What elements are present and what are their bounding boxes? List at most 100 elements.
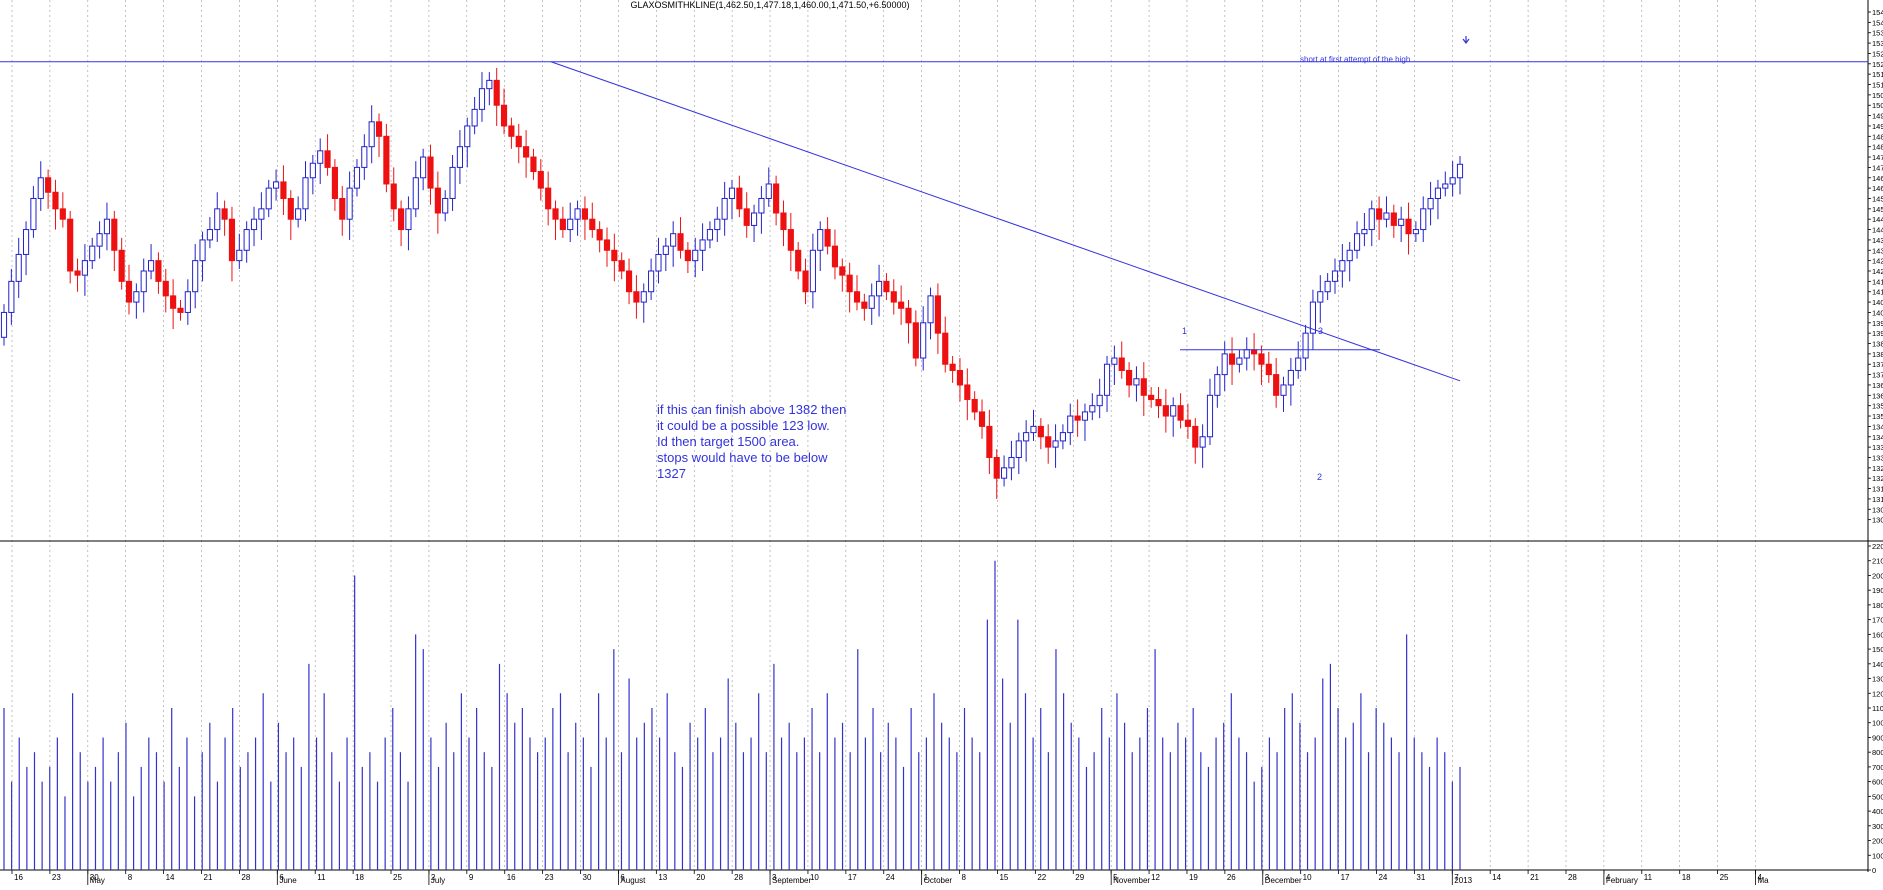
day-tick-label: 23 bbox=[52, 873, 61, 882]
candle-body bbox=[74, 270, 81, 276]
price-tick-label: 1350 bbox=[1872, 412, 1883, 421]
candle bbox=[1001, 455, 1008, 487]
candle-body bbox=[611, 249, 618, 262]
candle-body bbox=[839, 266, 846, 276]
candle bbox=[1398, 206, 1405, 242]
month-label: September bbox=[772, 876, 811, 885]
price-tick-label: 1370 bbox=[1872, 371, 1883, 380]
candle bbox=[1126, 362, 1133, 398]
candle-body bbox=[949, 363, 956, 371]
day-tick-label: 28 bbox=[241, 873, 250, 882]
candle bbox=[1192, 418, 1199, 464]
candle-body bbox=[0, 311, 8, 338]
candle bbox=[302, 161, 309, 222]
candle-body bbox=[545, 187, 552, 210]
candle-body bbox=[552, 208, 559, 220]
candle-body bbox=[898, 301, 905, 309]
volume-tick-label: 9000 bbox=[1872, 733, 1883, 742]
day-tick-label: 17 bbox=[1341, 873, 1350, 882]
candle-body bbox=[317, 150, 324, 164]
candle-body bbox=[412, 177, 419, 210]
day-tick-label: 7 bbox=[1454, 873, 1459, 882]
candle-body bbox=[206, 229, 213, 241]
candle bbox=[1302, 324, 1309, 371]
month-label: October bbox=[924, 876, 953, 885]
volume-tick-label: 16000 bbox=[1872, 630, 1883, 639]
candle bbox=[1140, 362, 1147, 417]
annotation-line: Id then target 1500 area. bbox=[657, 434, 799, 449]
candle bbox=[30, 186, 37, 238]
candle bbox=[831, 229, 839, 280]
candle bbox=[45, 169, 52, 209]
candle-body bbox=[1265, 363, 1272, 376]
candle-body bbox=[750, 212, 758, 226]
candle-body bbox=[905, 307, 912, 324]
candle bbox=[1067, 403, 1074, 446]
candle bbox=[846, 262, 853, 313]
candle-body bbox=[758, 197, 765, 214]
day-tick-label: 13 bbox=[658, 873, 667, 882]
candle-body bbox=[1199, 436, 1206, 448]
annotation-line: stops would have to be below bbox=[657, 450, 828, 465]
candle-body bbox=[1177, 405, 1184, 421]
day-tick-label: 17 bbox=[848, 873, 857, 882]
candle-body bbox=[986, 425, 993, 458]
day-tick-label: 4 bbox=[1606, 873, 1611, 882]
candle-body bbox=[824, 229, 831, 247]
candle-body bbox=[1236, 357, 1243, 365]
price-tick-label: 1380 bbox=[1872, 350, 1883, 359]
candle bbox=[81, 244, 88, 296]
price-tick-label: 1325 bbox=[1872, 464, 1883, 473]
candle-body bbox=[1368, 208, 1375, 231]
candle bbox=[464, 117, 471, 168]
volume-tick-label: 7000 bbox=[1872, 763, 1883, 772]
candle bbox=[603, 227, 611, 267]
candle bbox=[1434, 179, 1442, 220]
price-tick-label: 1300 bbox=[1872, 516, 1883, 525]
day-tick-label: 24 bbox=[886, 873, 895, 882]
candle-body bbox=[1170, 405, 1177, 417]
volume-tick-label: 1000 bbox=[1872, 851, 1883, 860]
candle-body bbox=[346, 187, 353, 220]
candle-body bbox=[250, 218, 258, 231]
price-tick-label: 1420 bbox=[1872, 267, 1883, 276]
candle-body bbox=[155, 260, 162, 282]
candle bbox=[1155, 387, 1162, 419]
candle bbox=[567, 202, 574, 242]
candle bbox=[1353, 221, 1361, 259]
candle bbox=[699, 223, 706, 271]
candle-body bbox=[875, 280, 883, 297]
candle bbox=[1206, 378, 1214, 446]
candle bbox=[728, 179, 736, 220]
candle bbox=[853, 275, 861, 311]
candle bbox=[59, 192, 66, 228]
vertical-grid bbox=[11, 0, 1756, 870]
candle bbox=[434, 171, 441, 234]
candle-body bbox=[567, 218, 574, 231]
candle-body bbox=[1405, 218, 1412, 235]
candle bbox=[368, 105, 375, 164]
candle bbox=[1361, 212, 1368, 247]
candle-body bbox=[787, 229, 794, 251]
candle bbox=[317, 138, 324, 184]
price-tick-label: 1340 bbox=[1872, 433, 1883, 442]
candle bbox=[265, 179, 272, 218]
candle bbox=[978, 399, 986, 439]
month-label: August bbox=[620, 876, 646, 885]
candle-body bbox=[1089, 405, 1096, 413]
candle bbox=[1317, 275, 1324, 323]
day-tick-label: 9 bbox=[469, 873, 474, 882]
day-tick-label: 31 bbox=[1416, 873, 1425, 882]
volume-tick-label: 13000 bbox=[1872, 675, 1883, 684]
volume-tick-label: 10000 bbox=[1872, 719, 1883, 728]
volume-axis: 0 1000 2000 3000 4000 5000 6000 7000 8000 9000 100… bbox=[1868, 542, 1883, 875]
candle-body bbox=[361, 146, 368, 168]
candle bbox=[986, 409, 993, 475]
price-tick-label: 1410 bbox=[1872, 288, 1883, 297]
candle bbox=[1331, 258, 1339, 294]
candle-body bbox=[1331, 270, 1339, 282]
candle-body bbox=[956, 369, 964, 386]
day-tick-label: 21 bbox=[1530, 873, 1539, 882]
candle-body bbox=[280, 181, 287, 199]
price-tick-label: 1360 bbox=[1872, 391, 1883, 400]
